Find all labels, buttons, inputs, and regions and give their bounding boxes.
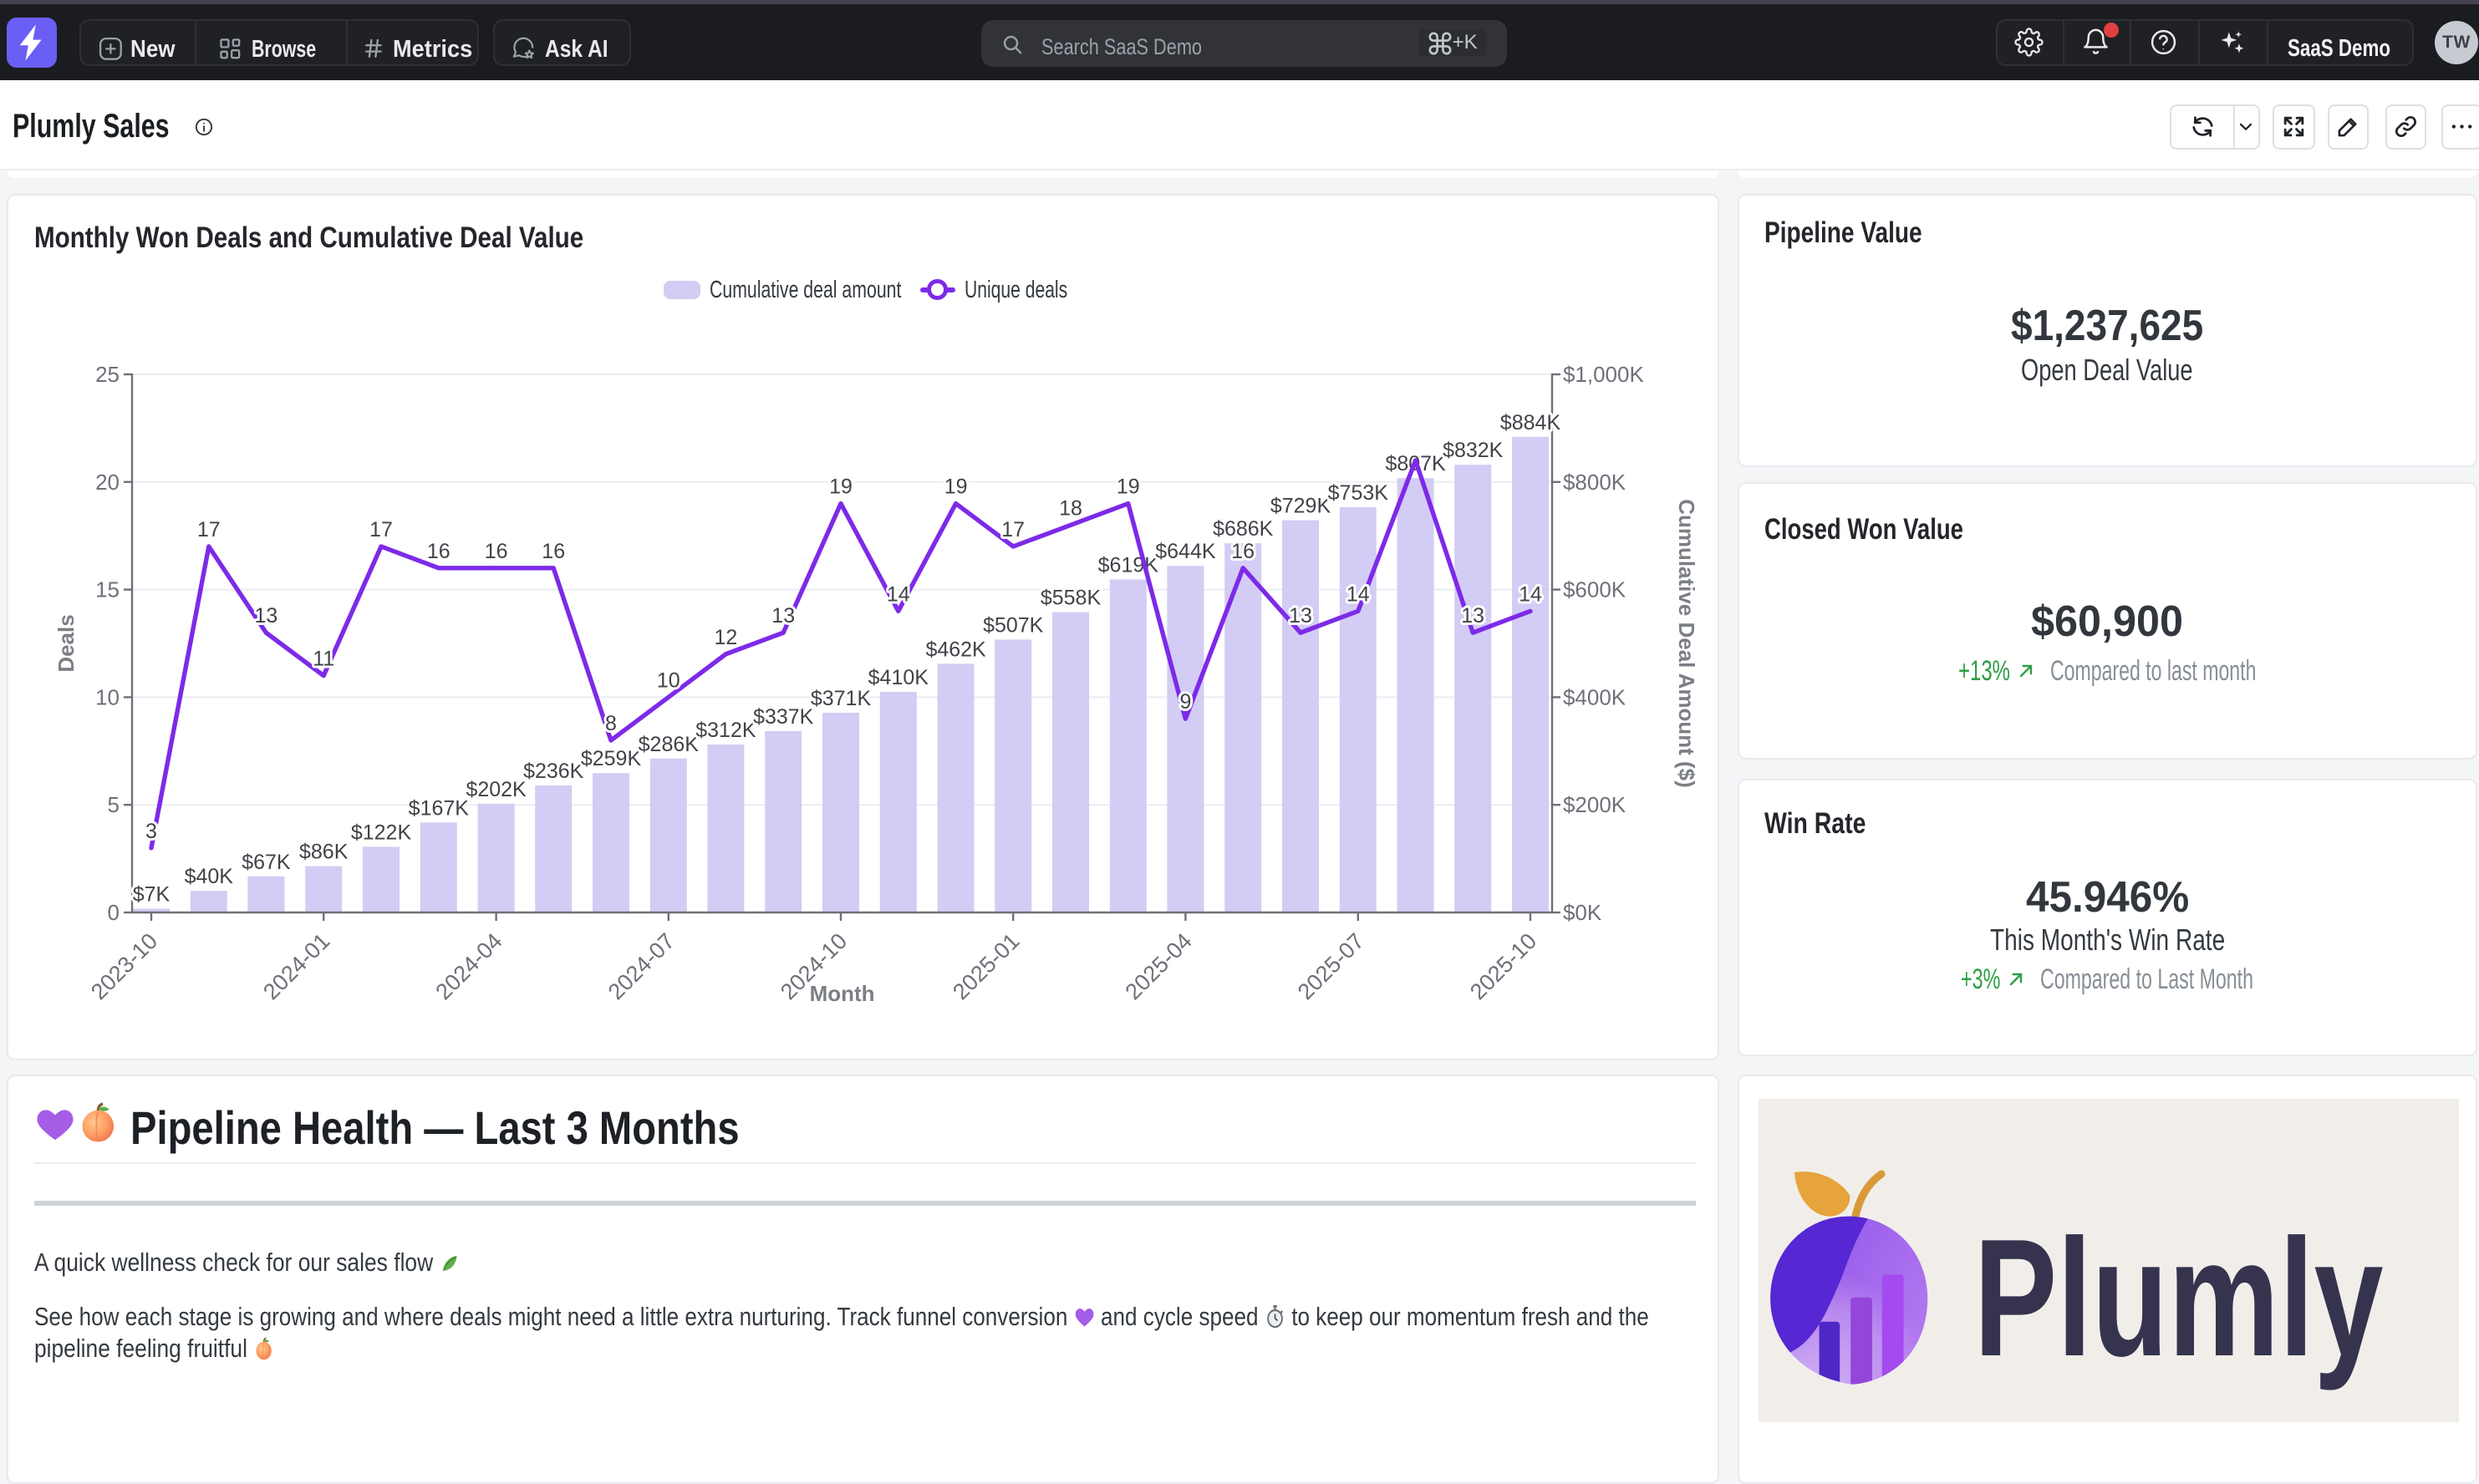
svg-text:2025-07: 2025-07 xyxy=(1293,928,1369,1004)
svg-text:18: 18 xyxy=(1059,496,1082,520)
svg-text:$40K: $40K xyxy=(185,865,234,888)
svg-text:17: 17 xyxy=(197,518,221,541)
svg-text:$236K: $236K xyxy=(523,760,584,783)
svg-text:16: 16 xyxy=(485,540,508,563)
svg-text:2025-01: 2025-01 xyxy=(948,928,1024,1004)
svg-text:16: 16 xyxy=(427,540,450,563)
svg-text:$400K: $400K xyxy=(1563,684,1626,709)
svg-text:Month: Month xyxy=(810,981,875,1006)
svg-text:12: 12 xyxy=(714,626,737,649)
svg-text:13: 13 xyxy=(1289,604,1312,628)
svg-text:19: 19 xyxy=(829,475,853,499)
svg-text:$86K: $86K xyxy=(299,841,349,864)
svg-text:Cumulative Deal Amount ($): Cumulative Deal Amount ($) xyxy=(1674,499,1699,788)
svg-text:2025-10: 2025-10 xyxy=(1465,928,1541,1004)
svg-text:$600K: $600K xyxy=(1563,577,1626,602)
svg-text:$7K: $7K xyxy=(133,882,171,906)
svg-text:$167K: $167K xyxy=(409,796,470,820)
svg-text:13: 13 xyxy=(1461,604,1484,628)
svg-text:10: 10 xyxy=(95,684,120,709)
svg-text:0: 0 xyxy=(108,900,120,925)
svg-text:$286K: $286K xyxy=(639,733,700,756)
svg-text:$884K: $884K xyxy=(1500,411,1561,435)
svg-text:$312K: $312K xyxy=(695,719,756,742)
svg-text:14: 14 xyxy=(1519,582,1542,606)
svg-text:$122K: $122K xyxy=(351,821,412,844)
svg-text:11: 11 xyxy=(313,648,334,671)
svg-text:14: 14 xyxy=(887,582,910,606)
svg-text:$800K: $800K xyxy=(1563,470,1626,495)
svg-text:$686K: $686K xyxy=(1213,517,1274,541)
svg-text:2024-04: 2024-04 xyxy=(430,928,506,1004)
svg-text:2023-10: 2023-10 xyxy=(86,928,162,1004)
svg-text:$644K: $644K xyxy=(1155,540,1216,563)
svg-text:$729K: $729K xyxy=(1270,495,1331,518)
svg-text:$0K: $0K xyxy=(1563,900,1602,925)
svg-text:$558K: $558K xyxy=(1041,587,1102,610)
svg-text:14: 14 xyxy=(1346,582,1370,606)
svg-text:2024-07: 2024-07 xyxy=(603,928,680,1004)
svg-text:16: 16 xyxy=(1231,540,1255,563)
svg-text:19: 19 xyxy=(944,475,968,499)
svg-text:8: 8 xyxy=(605,712,617,735)
svg-text:$410K: $410K xyxy=(868,666,929,689)
svg-text:Deals: Deals xyxy=(53,614,79,672)
svg-text:$259K: $259K xyxy=(581,747,642,770)
svg-text:10: 10 xyxy=(657,668,680,692)
svg-text:$337K: $337K xyxy=(753,705,814,729)
svg-text:$462K: $462K xyxy=(925,638,986,661)
svg-text:9: 9 xyxy=(1179,690,1191,714)
svg-text:$753K: $753K xyxy=(1328,481,1389,505)
svg-text:20: 20 xyxy=(95,470,120,495)
svg-text:13: 13 xyxy=(255,604,278,628)
svg-text:5: 5 xyxy=(108,792,120,817)
svg-text:25: 25 xyxy=(95,362,120,387)
svg-text:$67K: $67K xyxy=(242,851,291,874)
svg-text:$1,000K: $1,000K xyxy=(1563,362,1644,387)
svg-text:$371K: $371K xyxy=(811,687,872,710)
svg-text:$619K: $619K xyxy=(1098,553,1159,577)
svg-text:16: 16 xyxy=(542,540,565,563)
svg-text:2024-01: 2024-01 xyxy=(258,928,334,1004)
svg-text:3: 3 xyxy=(145,820,157,843)
svg-text:19: 19 xyxy=(1117,475,1140,499)
svg-text:$507K: $507K xyxy=(983,613,1044,637)
svg-text:17: 17 xyxy=(369,518,393,541)
svg-text:15: 15 xyxy=(95,577,120,602)
svg-text:2025-04: 2025-04 xyxy=(1121,928,1197,1004)
svg-text:Plumly: Plumly xyxy=(1974,1205,2384,1391)
svg-text:$832K: $832K xyxy=(1443,439,1504,462)
svg-text:$202K: $202K xyxy=(466,778,527,801)
svg-text:17: 17 xyxy=(1001,518,1025,541)
svg-text:13: 13 xyxy=(771,604,795,628)
svg-text:$200K: $200K xyxy=(1563,792,1626,817)
